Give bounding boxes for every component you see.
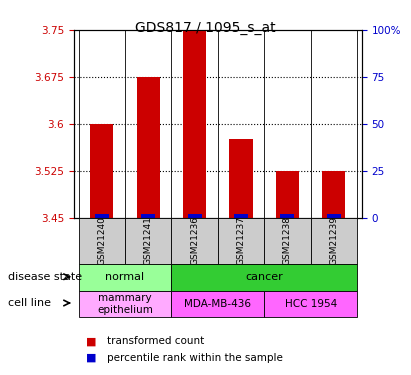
Text: ■: ■ [86, 353, 97, 363]
Text: normal: normal [106, 273, 145, 282]
Bar [327, 214, 341, 217]
Text: GSM21241: GSM21241 [144, 216, 153, 266]
Bar [95, 214, 109, 217]
FancyBboxPatch shape [79, 217, 125, 264]
Text: GSM21239: GSM21239 [329, 216, 338, 266]
Text: GSM21240: GSM21240 [97, 216, 106, 266]
Text: GSM21237: GSM21237 [237, 216, 245, 266]
FancyBboxPatch shape [218, 217, 264, 264]
FancyBboxPatch shape [171, 264, 357, 291]
Bar [322, 171, 345, 217]
Bar [280, 214, 294, 217]
Text: GSM21236: GSM21236 [190, 216, 199, 266]
Text: HCC 1954: HCC 1954 [284, 299, 337, 309]
FancyBboxPatch shape [79, 264, 171, 291]
Bar [234, 214, 248, 217]
FancyBboxPatch shape [171, 291, 264, 317]
Bar [141, 214, 155, 217]
Text: cancer: cancer [245, 273, 283, 282]
FancyBboxPatch shape [171, 217, 218, 264]
Text: GDS817 / 1095_s_at: GDS817 / 1095_s_at [135, 21, 276, 34]
Text: percentile rank within the sample: percentile rank within the sample [107, 353, 283, 363]
Bar [136, 77, 160, 218]
Bar [90, 124, 113, 218]
Text: ■: ■ [86, 336, 97, 346]
FancyBboxPatch shape [125, 217, 171, 264]
Text: disease state: disease state [8, 272, 82, 282]
FancyBboxPatch shape [79, 291, 171, 317]
FancyBboxPatch shape [264, 291, 357, 317]
Text: mammary
epithelium: mammary epithelium [97, 293, 153, 315]
Text: transformed count: transformed count [107, 336, 204, 346]
Bar [188, 214, 201, 217]
Bar [183, 30, 206, 217]
Bar [276, 171, 299, 217]
Text: GSM21238: GSM21238 [283, 216, 292, 266]
FancyBboxPatch shape [264, 217, 311, 264]
FancyBboxPatch shape [311, 217, 357, 264]
Bar [229, 140, 253, 218]
Text: MDA-MB-436: MDA-MB-436 [184, 299, 252, 309]
Text: cell line: cell line [8, 298, 51, 308]
